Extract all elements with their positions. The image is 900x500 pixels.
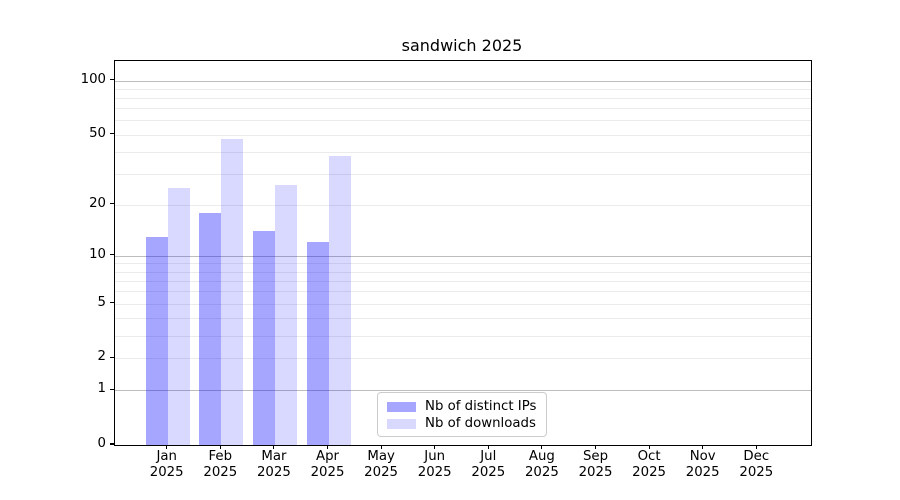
y-tick-mark-1 bbox=[110, 388, 114, 390]
x-tick-mark-jul bbox=[487, 445, 489, 449]
bar-distinct-ips-feb bbox=[199, 212, 222, 445]
x-tick-label-sep: Sep 2025 bbox=[578, 449, 613, 480]
gridline-major-100 bbox=[115, 80, 811, 82]
x-tick-label-jul: Jul 2025 bbox=[471, 449, 506, 480]
gridline-minor-20 bbox=[115, 204, 811, 206]
x-tick-label-mar: Mar 2025 bbox=[256, 449, 291, 480]
bar-distinct-ips-apr bbox=[306, 242, 329, 445]
x-tick-mark-oct bbox=[648, 445, 650, 449]
y-tick-label-100: 100 bbox=[80, 71, 106, 87]
x-tick-label-jan: Jan 2025 bbox=[149, 449, 184, 480]
gridline-minor-3 bbox=[115, 335, 811, 337]
y-tick-label-20: 20 bbox=[89, 195, 106, 211]
y-tick-label-5: 5 bbox=[97, 294, 106, 310]
bar-distinct-ips-mar bbox=[252, 231, 275, 445]
y-tick-label-50: 50 bbox=[89, 125, 106, 141]
legend-item-distinct-ips: Nb of distinct IPs bbox=[387, 398, 537, 415]
gridline-minor-30 bbox=[115, 173, 811, 175]
x-tick-mark-jun bbox=[434, 445, 436, 449]
legend: Nb of distinct IPs Nb of downloads bbox=[377, 392, 547, 437]
x-tick-label-nov: Nov 2025 bbox=[685, 449, 720, 480]
legend-label-downloads: Nb of downloads bbox=[425, 416, 536, 431]
bar-downloads-apr bbox=[328, 155, 351, 445]
gridline-minor-5 bbox=[115, 303, 811, 305]
x-tick-mark-jan bbox=[166, 445, 168, 449]
gridline-minor-90 bbox=[115, 88, 811, 90]
legend-swatch-downloads bbox=[387, 418, 416, 429]
gridline-major-1 bbox=[115, 390, 811, 392]
x-tick-label-apr: Apr 2025 bbox=[310, 449, 345, 480]
x-tick-mark-nov bbox=[702, 445, 704, 449]
bar-downloads-mar bbox=[274, 184, 297, 445]
y-tick-mark-5 bbox=[110, 301, 114, 304]
gridline-minor-4 bbox=[115, 317, 811, 319]
y-tick-label-0: 0 bbox=[97, 436, 106, 451]
bar-distinct-ips-jan bbox=[145, 236, 168, 445]
gridline-minor-60 bbox=[115, 120, 811, 122]
y-tick-mark-100 bbox=[110, 79, 114, 81]
x-tick-mark-apr bbox=[326, 445, 329, 449]
x-tick-mark-aug bbox=[541, 445, 543, 449]
gridline-minor-7 bbox=[115, 280, 811, 282]
gridline-minor-80 bbox=[115, 98, 811, 100]
gridline-minor-9 bbox=[115, 263, 811, 265]
x-tick-mark-mar bbox=[273, 445, 275, 449]
gridline-major-10 bbox=[115, 255, 811, 257]
y-tick-mark-10 bbox=[110, 254, 114, 256]
gridline-minor-8 bbox=[115, 271, 811, 273]
y-tick-mark-2 bbox=[110, 356, 114, 358]
legend-item-downloads: Nb of downloads bbox=[387, 415, 537, 432]
x-tick-label-dec: Dec 2025 bbox=[739, 449, 774, 480]
gridline-minor-40 bbox=[115, 151, 811, 153]
bar-downloads-feb bbox=[221, 139, 244, 445]
x-tick-label-may: May 2025 bbox=[364, 449, 399, 480]
legend-label-distinct-ips: Nb of distinct IPs bbox=[425, 399, 537, 414]
chart-title: sandwich 2025 bbox=[401, 36, 523, 55]
x-tick-mark-sep bbox=[594, 445, 597, 449]
legend-swatch-distinct-ips bbox=[387, 401, 416, 412]
x-tick-label-oct: Oct 2025 bbox=[632, 449, 667, 480]
y-tick-label-10: 10 bbox=[89, 246, 106, 262]
y-tick-mark-20 bbox=[110, 203, 114, 205]
x-tick-label-jun: Jun 2025 bbox=[417, 449, 452, 480]
x-tick-mark-feb bbox=[219, 445, 221, 449]
plot-area bbox=[114, 60, 812, 446]
y-tick-mark-50 bbox=[110, 132, 114, 135]
y-tick-mark-0 bbox=[110, 443, 114, 445]
gridline-minor-50 bbox=[115, 134, 811, 136]
x-tick-mark-dec bbox=[755, 445, 757, 449]
x-tick-label-aug: Aug 2025 bbox=[524, 449, 559, 480]
gridline-minor-70 bbox=[115, 108, 811, 110]
x-tick-mark-may bbox=[380, 445, 382, 449]
y-tick-label-1: 1 bbox=[97, 381, 106, 397]
y-tick-label-2: 2 bbox=[97, 349, 106, 365]
x-tick-label-feb: Feb 2025 bbox=[203, 449, 238, 480]
gridline-minor-6 bbox=[115, 291, 811, 293]
gridline-minor-2 bbox=[115, 358, 811, 360]
bar-downloads-jan bbox=[167, 187, 190, 445]
